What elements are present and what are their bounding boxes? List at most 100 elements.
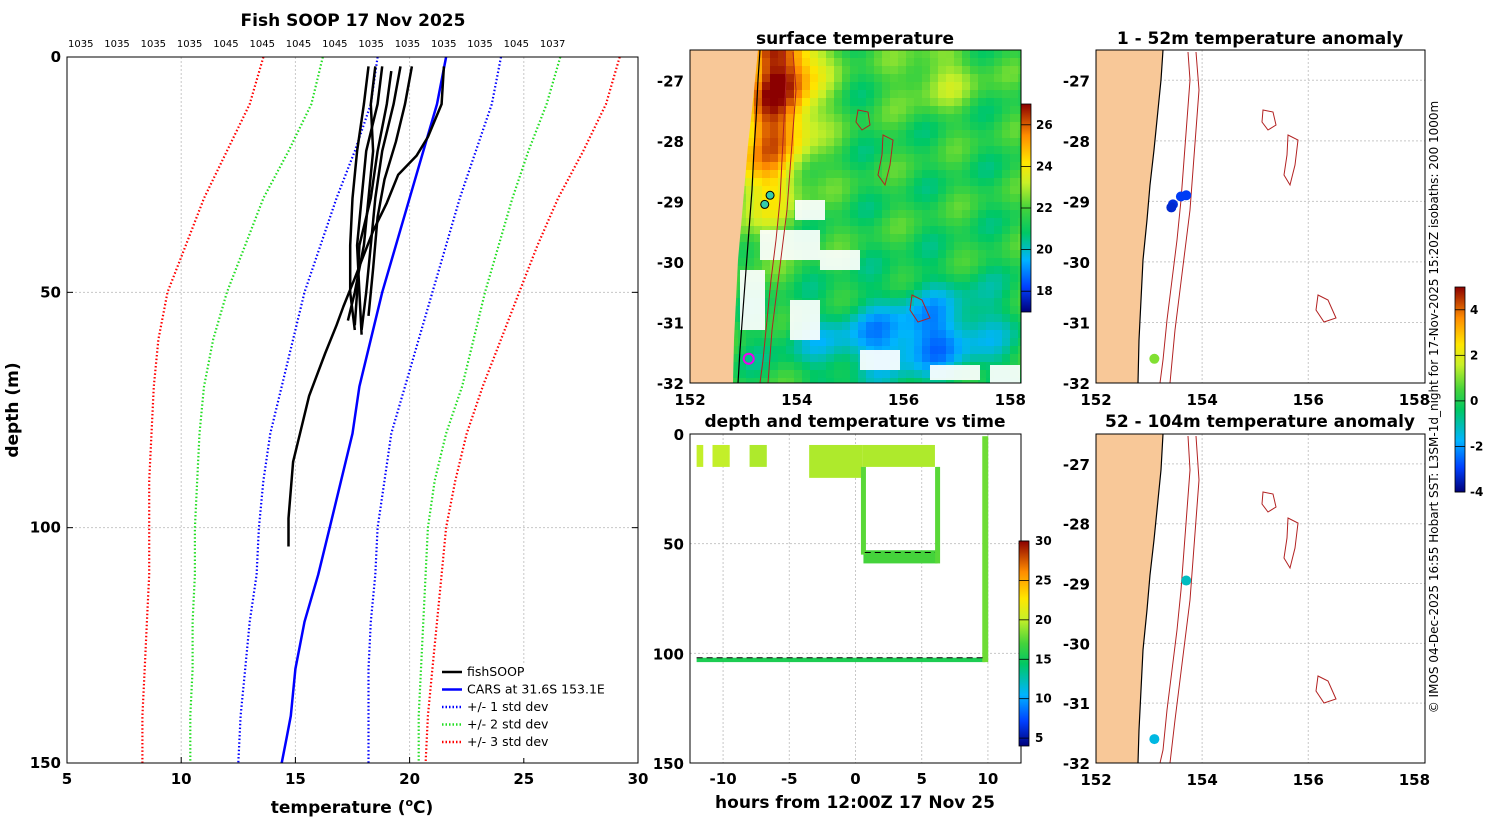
sst-cell	[914, 122, 923, 131]
sst-cell	[946, 250, 955, 259]
sst-cell	[1002, 306, 1011, 315]
sst-cell	[818, 106, 827, 115]
sst-cell	[1002, 90, 1011, 99]
sst-cell	[1002, 298, 1011, 307]
sst-cell	[954, 106, 963, 115]
sst-cell	[1010, 210, 1019, 219]
sst-cell	[946, 338, 955, 347]
sst-cell	[946, 162, 955, 171]
profile-grid	[67, 57, 638, 763]
sst-cell	[962, 234, 971, 243]
profile-xtick-label: 30	[628, 770, 649, 788]
sst-cell	[946, 346, 955, 355]
sst-cell	[898, 322, 907, 331]
sst-cell	[826, 346, 835, 355]
sst-cell	[946, 138, 955, 147]
sst-cell	[1018, 170, 1021, 179]
sst-cell	[898, 202, 907, 211]
sst-cell	[850, 362, 859, 371]
timeseries-colorbar-label: 30	[1035, 534, 1052, 548]
sst-cell	[874, 90, 883, 99]
sst-cell	[946, 218, 955, 227]
sst-cell	[746, 218, 755, 227]
sst-cell	[858, 114, 867, 123]
sst-cell	[930, 346, 939, 355]
sst-colorbar-label: 26	[1036, 118, 1053, 132]
sst-cell	[850, 322, 859, 331]
bottom-depth-label: 1045	[322, 39, 347, 50]
sst-cell	[898, 378, 907, 383]
sst-cell	[954, 274, 963, 283]
sst-cell	[786, 178, 795, 187]
sst-cell	[842, 346, 851, 355]
sst-cell	[1010, 242, 1019, 251]
sst-cell	[858, 314, 867, 323]
timeseries-ytick-label: 50	[663, 536, 684, 554]
sst-cell	[954, 146, 963, 155]
sst-cell	[938, 58, 947, 67]
timeseries-xtick-label: -10	[710, 770, 737, 788]
sst-cell	[762, 362, 771, 371]
sst-cell	[970, 314, 979, 323]
sst-cell	[1002, 74, 1011, 83]
sst-cell	[930, 258, 939, 267]
sst-cell	[914, 306, 923, 315]
sst-cell	[770, 218, 779, 227]
sst-cell	[946, 186, 955, 195]
sst-cell	[906, 290, 915, 299]
sst-cell	[962, 170, 971, 179]
sst-cell	[890, 274, 899, 283]
sst-cell	[778, 90, 787, 99]
sst-cell	[834, 138, 843, 147]
sst-cell	[818, 146, 827, 155]
anomaly-colorbar-label: 0	[1470, 394, 1478, 408]
sst-cell	[754, 106, 763, 115]
sst-cell	[882, 74, 891, 83]
sst-cell	[882, 90, 891, 99]
sst-cell	[938, 162, 947, 171]
sst-cell	[930, 50, 939, 59]
anomaly1-point	[1166, 202, 1177, 213]
sst-cell	[914, 242, 923, 251]
sst-cell	[786, 362, 795, 371]
sst-cell	[874, 330, 883, 339]
sst-cell	[962, 290, 971, 299]
sst-cell	[850, 50, 859, 59]
sst-cell	[1002, 114, 1011, 123]
sst-cell	[866, 186, 875, 195]
sst-stations	[742, 190, 775, 365]
sst-cell	[818, 186, 827, 195]
sst-cell	[914, 178, 923, 187]
sst-cell	[786, 354, 795, 363]
map-lat-label: -30	[1063, 254, 1090, 272]
sst-cell	[898, 242, 907, 251]
sst-cell	[930, 218, 939, 227]
sst-cell	[922, 290, 931, 299]
sst-cell	[970, 130, 979, 139]
sst-cell	[786, 170, 795, 179]
sst-cell	[858, 194, 867, 203]
sst-cell	[850, 58, 859, 67]
sst-cell	[1002, 154, 1011, 163]
sst-cell	[746, 170, 755, 179]
sst-cell	[954, 138, 963, 147]
sst-cell	[946, 50, 955, 59]
sst-cell	[994, 314, 1003, 323]
sst-cell	[874, 210, 883, 219]
sst-cell	[978, 210, 987, 219]
sst-cell	[978, 290, 987, 299]
sst-cell	[970, 322, 979, 331]
sst-cell	[770, 362, 779, 371]
sst-cell	[1010, 314, 1019, 323]
sst-cell	[994, 330, 1003, 339]
sst-cell	[866, 122, 875, 131]
sst-cell	[970, 146, 979, 155]
sst-cell	[946, 130, 955, 139]
sst-cell	[930, 114, 939, 123]
sst-cell	[778, 306, 787, 315]
sst-cell	[970, 282, 979, 291]
sst-cell	[1018, 122, 1021, 131]
sst-cell	[786, 338, 795, 347]
sst-cell	[882, 82, 891, 91]
sst-cell	[1018, 106, 1021, 115]
